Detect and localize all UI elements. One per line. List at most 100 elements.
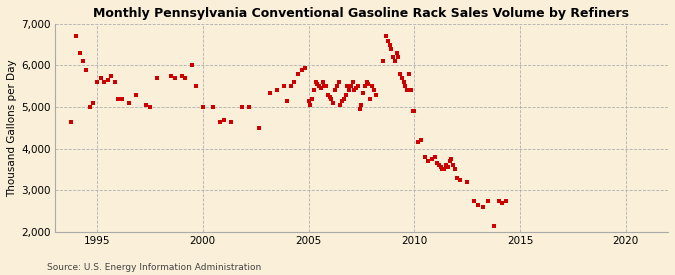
- Point: [351, 86, 362, 90]
- Point: [358, 90, 369, 95]
- Point: [289, 80, 300, 84]
- Point: [282, 99, 293, 103]
- Point: [319, 84, 330, 89]
- Point: [500, 199, 511, 203]
- Point: [441, 163, 452, 167]
- Point: [312, 82, 323, 86]
- Point: [439, 167, 450, 172]
- Point: [384, 43, 395, 47]
- Point: [442, 165, 453, 170]
- Point: [437, 167, 448, 172]
- Point: [197, 105, 208, 109]
- Point: [416, 138, 427, 142]
- Point: [389, 59, 400, 64]
- Point: [326, 97, 337, 101]
- Point: [360, 84, 371, 89]
- Point: [169, 76, 180, 80]
- Y-axis label: Thousand Gallons per Day: Thousand Gallons per Day: [7, 59, 17, 197]
- Point: [395, 72, 406, 76]
- Point: [483, 199, 493, 203]
- Point: [448, 163, 458, 167]
- Point: [95, 76, 106, 80]
- Point: [65, 119, 76, 124]
- Point: [446, 157, 457, 161]
- Point: [113, 97, 124, 101]
- Point: [352, 84, 363, 89]
- Point: [455, 178, 466, 182]
- Point: [296, 67, 307, 72]
- Point: [215, 119, 225, 124]
- Point: [243, 105, 254, 109]
- Point: [141, 103, 152, 107]
- Point: [478, 205, 489, 209]
- Point: [187, 63, 198, 68]
- Point: [402, 88, 412, 93]
- Point: [335, 103, 346, 107]
- Point: [180, 76, 190, 80]
- Point: [321, 84, 331, 89]
- Point: [278, 84, 289, 89]
- Point: [361, 80, 372, 84]
- Text: Source: U.S. Energy Information Administration: Source: U.S. Energy Information Administ…: [47, 263, 261, 272]
- Point: [308, 88, 319, 93]
- Point: [423, 159, 434, 163]
- Point: [208, 105, 219, 109]
- Point: [369, 88, 379, 93]
- Point: [225, 119, 236, 124]
- Point: [337, 99, 348, 103]
- Point: [306, 97, 317, 101]
- Point: [407, 109, 418, 114]
- Point: [367, 84, 377, 89]
- Point: [419, 155, 430, 159]
- Point: [271, 88, 282, 93]
- Point: [165, 74, 176, 78]
- Point: [377, 59, 388, 64]
- Point: [303, 99, 314, 103]
- Point: [387, 55, 398, 59]
- Point: [81, 67, 92, 72]
- Point: [329, 88, 340, 93]
- Point: [451, 176, 462, 180]
- Point: [102, 78, 113, 82]
- Point: [381, 34, 392, 39]
- Point: [430, 155, 441, 159]
- Point: [405, 88, 416, 93]
- Point: [84, 105, 95, 109]
- Point: [310, 80, 321, 84]
- Point: [106, 74, 117, 78]
- Point: [99, 80, 109, 84]
- Point: [338, 97, 349, 101]
- Point: [124, 101, 134, 105]
- Point: [435, 165, 446, 170]
- Point: [333, 80, 344, 84]
- Point: [346, 84, 356, 89]
- Point: [344, 88, 354, 93]
- Point: [433, 163, 444, 167]
- Point: [116, 97, 127, 101]
- Point: [323, 92, 333, 97]
- Point: [92, 80, 103, 84]
- Point: [315, 86, 326, 90]
- Point: [347, 80, 358, 84]
- Point: [386, 47, 397, 51]
- Point: [392, 51, 402, 55]
- Point: [493, 199, 504, 203]
- Point: [393, 55, 404, 59]
- Point: [383, 38, 394, 43]
- Point: [254, 126, 265, 130]
- Point: [219, 117, 230, 122]
- Point: [363, 82, 374, 86]
- Point: [404, 72, 414, 76]
- Point: [462, 180, 472, 184]
- Point: [432, 161, 443, 166]
- Point: [349, 88, 360, 93]
- Point: [286, 84, 296, 89]
- Point: [409, 109, 420, 114]
- Point: [400, 84, 411, 89]
- Point: [397, 76, 408, 80]
- Point: [78, 59, 88, 64]
- Point: [370, 92, 381, 97]
- Title: Monthly Pennsylvania Conventional Gasoline Rack Sales Volume by Refiners: Monthly Pennsylvania Conventional Gasoli…: [93, 7, 629, 20]
- Point: [144, 105, 155, 109]
- Point: [317, 80, 328, 84]
